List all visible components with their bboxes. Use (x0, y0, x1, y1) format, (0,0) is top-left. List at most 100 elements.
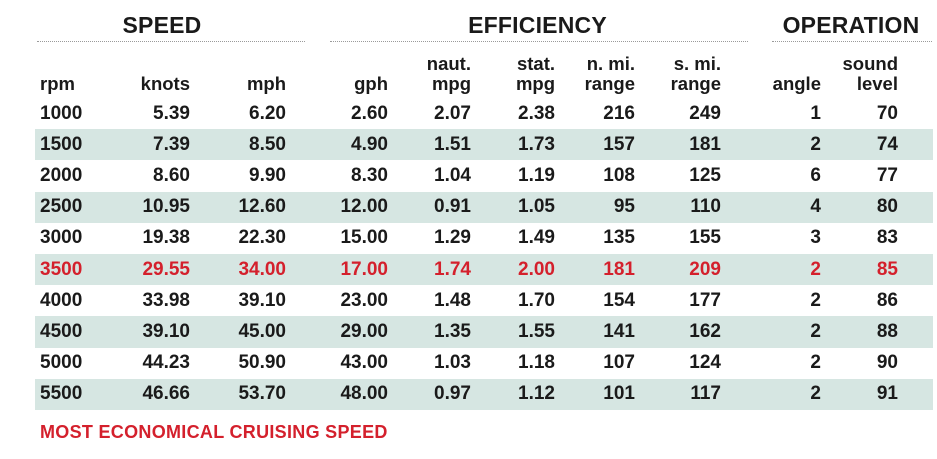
table-cell: 44.23 (142, 352, 190, 374)
table-cell: 125 (689, 164, 721, 186)
table-body: 1000 5.39 6.20 2.60 2.07 2.38 216 249 1 70 1500 7.3… (35, 98, 933, 410)
table-cell: 1.04 (434, 164, 471, 186)
table-cell: 110 (635, 191, 721, 223)
table-cell: 10.95 (87, 191, 190, 223)
table-cell: 162 (635, 316, 721, 348)
table-cell: 8.30 (351, 164, 388, 186)
table-cell: 3500 (35, 253, 87, 286)
table-row: 3500 29.55 34.00 17.00 1.74 2.00 181 209 2 85 (35, 253, 933, 286)
group-rule-operation (772, 41, 932, 42)
table-cell: 91 (821, 378, 898, 410)
table-cell: 107 (603, 352, 635, 374)
table-cell: 83 (876, 227, 898, 249)
table-cell: 117 (635, 378, 721, 410)
table-cell: 2.38 (518, 102, 555, 124)
group-rule-efficiency (330, 41, 748, 42)
table-cell: 1.03 (434, 352, 471, 374)
row-spacer (898, 98, 933, 129)
table-cell: 2.07 (434, 102, 471, 124)
table-cell: 6 (810, 164, 821, 186)
table-cell: 2000 (40, 164, 83, 186)
table-cell: 209 (635, 253, 721, 286)
table-cell: 80 (821, 191, 898, 223)
table-cell: 4000 (40, 289, 83, 311)
table-cell: 85 (821, 253, 898, 286)
row-spacer (898, 191, 933, 223)
table-row: 5500 46.66 53.70 48.00 0.97 1.12 101 117 2 91 (35, 378, 933, 410)
table-cell: 1.70 (518, 289, 555, 311)
table-cell: 23.00 (340, 289, 388, 311)
table-cell: 39.10 (87, 316, 190, 348)
table-cell: 1500 (35, 129, 87, 161)
column-header: stat. mpg (515, 53, 555, 94)
row-spacer (898, 378, 933, 410)
table-cell: 74 (821, 129, 898, 161)
table-cell: 2.60 (351, 102, 388, 124)
table-cell: 2 (721, 129, 821, 161)
table-cell: 9.90 (249, 164, 286, 186)
table-cell: 3 (810, 227, 821, 249)
table-cell: 15.00 (340, 227, 388, 249)
table-cell: 29.55 (87, 253, 190, 286)
table-cell: 17.00 (286, 253, 388, 286)
economical-speed-note: MOST ECONOMICAL CRUISING SPEED (40, 422, 388, 442)
table-cell: 1.12 (471, 378, 555, 410)
row-spacer (898, 316, 933, 348)
group-title-operation: OPERATION (782, 12, 920, 38)
table-cell: 4500 (35, 316, 87, 348)
table-cell: 45.00 (190, 316, 286, 348)
column-header: gph (354, 73, 388, 94)
table-cell: 157 (555, 129, 635, 161)
table-cell: 155 (689, 227, 721, 249)
table-cell: 1.29 (434, 227, 471, 249)
table-cell: 154 (603, 289, 635, 311)
table-cell: 3000 (40, 227, 83, 249)
table-cell: 8.60 (153, 164, 190, 186)
table-cell: 0.91 (388, 191, 471, 223)
table-cell: 1.49 (518, 227, 555, 249)
table-cell: 88 (821, 316, 898, 348)
table-cell: 95 (555, 191, 635, 223)
performance-table: rpm knots mph gph naut. mpg stat. mpg n. mi. r… (35, 46, 933, 410)
table-cell: 1.05 (471, 191, 555, 223)
table-cell: 0.97 (388, 378, 471, 410)
column-header: naut. mpg (426, 53, 471, 94)
table-cell: 90 (876, 352, 898, 374)
table-cell: 86 (876, 289, 898, 311)
group-rule-speed (37, 41, 305, 42)
group-title-efficiency: EFFICIENCY (468, 12, 607, 38)
column-header: s. mi. range (670, 53, 721, 94)
table-cell: 33.98 (142, 289, 190, 311)
table-cell: 1.55 (471, 316, 555, 348)
table-cell: 19.38 (142, 227, 190, 249)
table-cell: 141 (555, 316, 635, 348)
table-cell: 124 (689, 352, 721, 374)
table-cell: 39.10 (238, 289, 286, 311)
table-cell: 249 (689, 102, 721, 124)
table-cell: 1.19 (518, 164, 555, 186)
table-cell: 2.00 (471, 253, 555, 286)
row-spacer (898, 253, 933, 286)
table-cell: 177 (689, 289, 721, 311)
table-cell: 29.00 (286, 316, 388, 348)
column-header: mph (246, 73, 286, 94)
table-cell: 1.73 (471, 129, 555, 161)
row-spacer (898, 129, 933, 161)
table-cell: 4 (721, 191, 821, 223)
table-cell: 4.90 (286, 129, 388, 161)
table-cell: 2 (810, 289, 821, 311)
table-cell: 135 (603, 227, 635, 249)
table-cell: 7.39 (87, 129, 190, 161)
table-row: 3000 19.38 22.30 15.00 1.29 1.49 135 155 3 83 (35, 223, 933, 254)
column-header: sound level (842, 53, 899, 94)
table-cell: 108 (603, 164, 635, 186)
table-row: 4000 33.98 39.10 23.00 1.48 1.70 154 177 2 86 (35, 285, 933, 316)
table-cell: 216 (603, 102, 635, 124)
table-row: 4500 39.10 45.00 29.00 1.35 1.55 141 162 2 88 (35, 316, 933, 348)
table-row: 5000 44.23 50.90 43.00 1.03 1.18 107 124 2 90 (35, 348, 933, 379)
table-cell: 12.60 (190, 191, 286, 223)
table-cell: 2 (721, 253, 821, 286)
table-row: 1000 5.39 6.20 2.60 2.07 2.38 216 249 1 70 (35, 98, 933, 129)
table-cell: 1.48 (434, 289, 471, 311)
table-cell: 77 (876, 164, 898, 186)
